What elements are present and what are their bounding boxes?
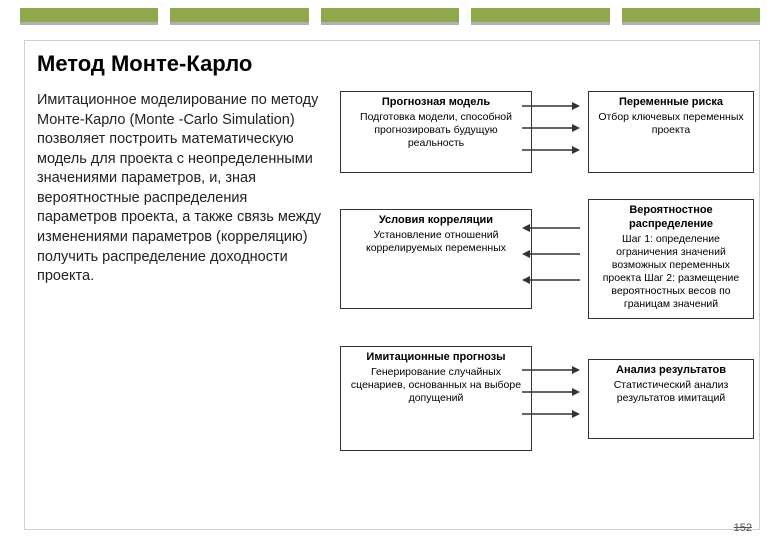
header-bar <box>471 8 609 25</box>
body-paragraph: Имитационное моделирование по методу Мон… <box>37 91 327 287</box>
flow-arrow <box>522 407 580 425</box>
flow-box-b3: Условия корреляцииУстановление отношений… <box>340 209 532 309</box>
flow-arrow <box>522 385 580 403</box>
box-title: Вероятностное распределение <box>595 204 747 232</box>
page-number: 152 <box>734 522 752 534</box>
content-frame: Метод Монте-Карло Имитационное моделиров… <box>24 40 760 530</box>
flow-box-b5: Имитационные прогнозыГенерирование случа… <box>340 346 532 451</box>
header-bar <box>170 8 308 25</box>
flow-arrow <box>522 121 580 139</box>
box-text: Подготовка модели, способной прогнозиров… <box>347 111 525 150</box>
box-text: Отбор ключевых переменных проекта <box>595 111 747 137</box>
header-bar <box>622 8 760 25</box>
flow-arrow <box>522 143 580 161</box>
box-text: Установление отношений коррелируемых пер… <box>347 229 525 255</box>
flow-box-b4: Вероятностное распределениеШаг 1: опреде… <box>588 199 754 319</box>
box-title: Условия корреляции <box>347 214 525 228</box>
flow-arrow <box>522 363 580 381</box>
flow-arrow <box>522 247 580 265</box>
flow-arrow <box>522 99 580 117</box>
header-bar <box>20 8 158 25</box>
box-title: Анализ результатов <box>595 364 747 378</box>
box-text: Шаг 1: определение ограничения значений … <box>595 233 747 312</box>
flow-box-b2: Переменные рискаОтбор ключевых переменны… <box>588 91 754 173</box>
header-bars <box>0 0 780 25</box>
flow-arrow <box>522 273 580 291</box>
box-title: Имитационные прогнозы <box>347 351 525 365</box>
flow-box-b6: Анализ результатовСтатистический анализ … <box>588 359 754 439</box>
page-title: Метод Монте-Карло <box>37 51 759 77</box>
box-title: Прогнозная модель <box>347 96 525 110</box>
box-title: Переменные риска <box>595 96 747 110</box>
box-text: Генерирование случайных сценариев, основ… <box>347 366 525 405</box>
flow-box-b1: Прогнозная модельПодготовка модели, спос… <box>340 91 532 173</box>
flow-diagram: Прогнозная модельПодготовка модели, спос… <box>340 91 751 509</box>
header-bar <box>321 8 459 25</box>
flow-arrow <box>522 221 580 239</box>
box-text: Статистический анализ результатов имитац… <box>595 379 747 405</box>
